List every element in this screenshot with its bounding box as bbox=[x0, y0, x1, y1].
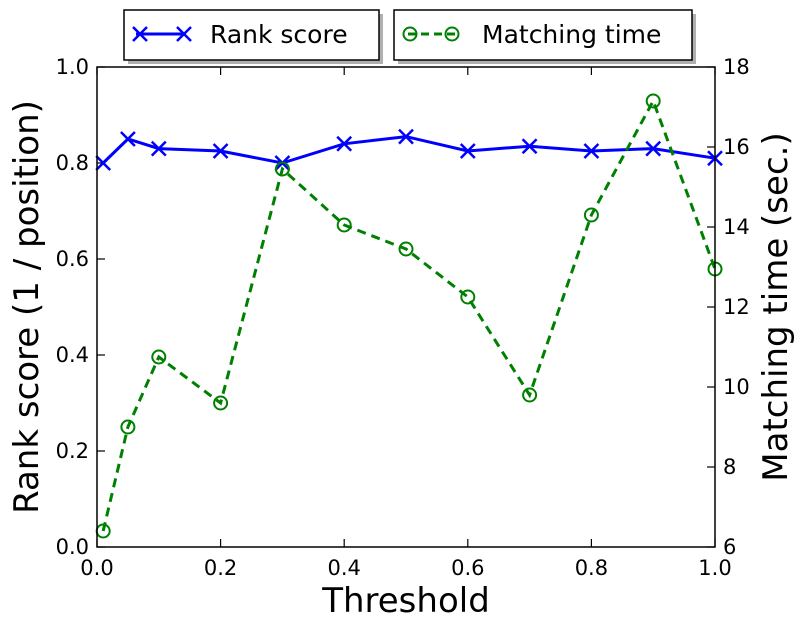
series-rank-score bbox=[95, 128, 723, 171]
series-line-rank-score bbox=[102, 135, 716, 165]
y-right-tick-label: 18 bbox=[723, 55, 750, 79]
x-tick-label: 0.0 bbox=[80, 556, 113, 580]
legend-label-matching-time: Matching time bbox=[482, 20, 661, 49]
legend-marker-rank-score bbox=[132, 26, 192, 42]
data-point-rank-score bbox=[583, 143, 600, 159]
series-layer bbox=[95, 93, 723, 539]
legend: Rank score Matching time bbox=[123, 9, 696, 64]
data-point-matching-time bbox=[213, 395, 229, 411]
x-tick-label: 0.6 bbox=[451, 556, 484, 580]
y-left-tick-label: 0.4 bbox=[56, 343, 89, 367]
series-line-matching-time bbox=[101, 97, 717, 532]
data-point-matching-time bbox=[460, 289, 476, 305]
plot-frame bbox=[96, 66, 716, 548]
legend-box-matching-time bbox=[393, 9, 693, 61]
y-right-tick-label: 8 bbox=[723, 455, 736, 479]
x-tick-label: 0.2 bbox=[204, 556, 237, 580]
y-left-tick-label: 0.2 bbox=[56, 439, 89, 463]
x-tick-label: 1.0 bbox=[698, 556, 731, 580]
data-point-rank-score bbox=[212, 143, 229, 159]
y-axis-right-title: Matching time (sec.) bbox=[756, 132, 796, 481]
data-point-rank-score bbox=[120, 131, 136, 147]
x-tick-label: 0.4 bbox=[327, 556, 360, 580]
y-left-tick-label: 0.0 bbox=[56, 535, 89, 559]
y-axis-left-title: Rank score (1 / position) bbox=[7, 100, 47, 514]
y-right-tick-label: 16 bbox=[723, 135, 750, 159]
data-point-rank-score bbox=[95, 155, 112, 171]
y-right-tick-label: 6 bbox=[723, 535, 736, 559]
data-point-matching-time bbox=[336, 217, 352, 233]
data-point-matching-time bbox=[645, 93, 661, 109]
data-point-matching-time bbox=[151, 349, 167, 365]
y-left-tick-label: 0.8 bbox=[56, 151, 89, 175]
data-point-rank-score bbox=[150, 140, 167, 157]
axis-ticks: 0.0 0.2 0.4 0.6 0.8 1.00.00.20.40.60.81.06810… bbox=[56, 55, 750, 580]
y-right-tick-label: 14 bbox=[723, 215, 750, 239]
data-point-matching-time bbox=[522, 387, 538, 403]
y-left-tick-label: 1.0 bbox=[56, 55, 89, 79]
x-tick-label: 0.8 bbox=[575, 556, 608, 580]
data-point-matching-time bbox=[583, 207, 599, 223]
y-left-tick-label: 0.6 bbox=[56, 247, 89, 271]
data-point-matching-time bbox=[120, 419, 136, 435]
y-right-tick-label: 10 bbox=[723, 375, 750, 399]
data-point-rank-score bbox=[645, 140, 662, 157]
series-matching-time bbox=[95, 93, 723, 539]
data-point-rank-score bbox=[398, 128, 414, 145]
data-point-matching-time bbox=[398, 241, 414, 257]
data-point-matching-time bbox=[274, 161, 290, 177]
y-right-tick-label: 12 bbox=[723, 295, 750, 319]
data-point-rank-score bbox=[336, 135, 353, 152]
legend-label-rank-score: Rank score bbox=[210, 20, 348, 49]
legend-marker-matching-time bbox=[402, 26, 460, 42]
data-point-rank-score bbox=[459, 143, 476, 159]
x-axis-title: Threshold bbox=[321, 581, 490, 621]
data-point-rank-score bbox=[521, 138, 538, 155]
